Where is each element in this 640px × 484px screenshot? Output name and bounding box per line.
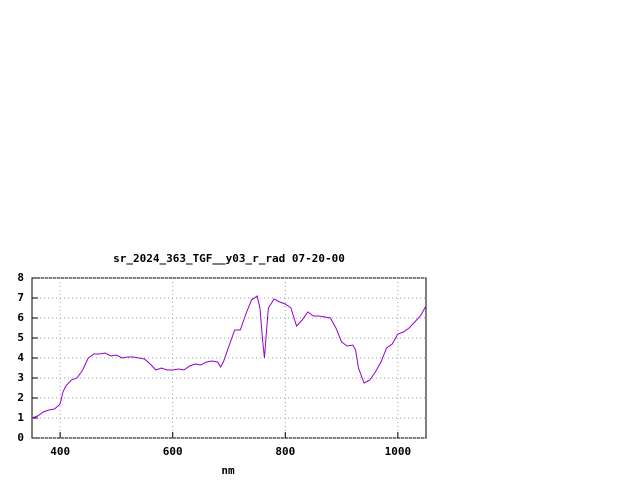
- y-tick-label: 0: [17, 431, 24, 444]
- y-tick-label: 8: [17, 271, 24, 284]
- y-tick-label: 2: [17, 391, 24, 404]
- y-tick-label: 6: [17, 311, 24, 324]
- x-tick-label: 600: [163, 445, 183, 458]
- y-tick-label: 3: [17, 371, 24, 384]
- chart-title: sr_2024_363_TGF__y03_r_rad 07-20-00: [113, 252, 345, 265]
- x-tick-label: 1000: [385, 445, 412, 458]
- y-tick-label: 1: [17, 411, 24, 424]
- x-tick-label: 800: [275, 445, 295, 458]
- x-tick-label: 400: [50, 445, 70, 458]
- y-tick-label: 4: [17, 351, 24, 364]
- y-tick-label: 7: [17, 291, 24, 304]
- data-line: [31, 295, 427, 419]
- x-axis-label: nm: [221, 464, 235, 477]
- y-tick-label: 5: [17, 331, 24, 344]
